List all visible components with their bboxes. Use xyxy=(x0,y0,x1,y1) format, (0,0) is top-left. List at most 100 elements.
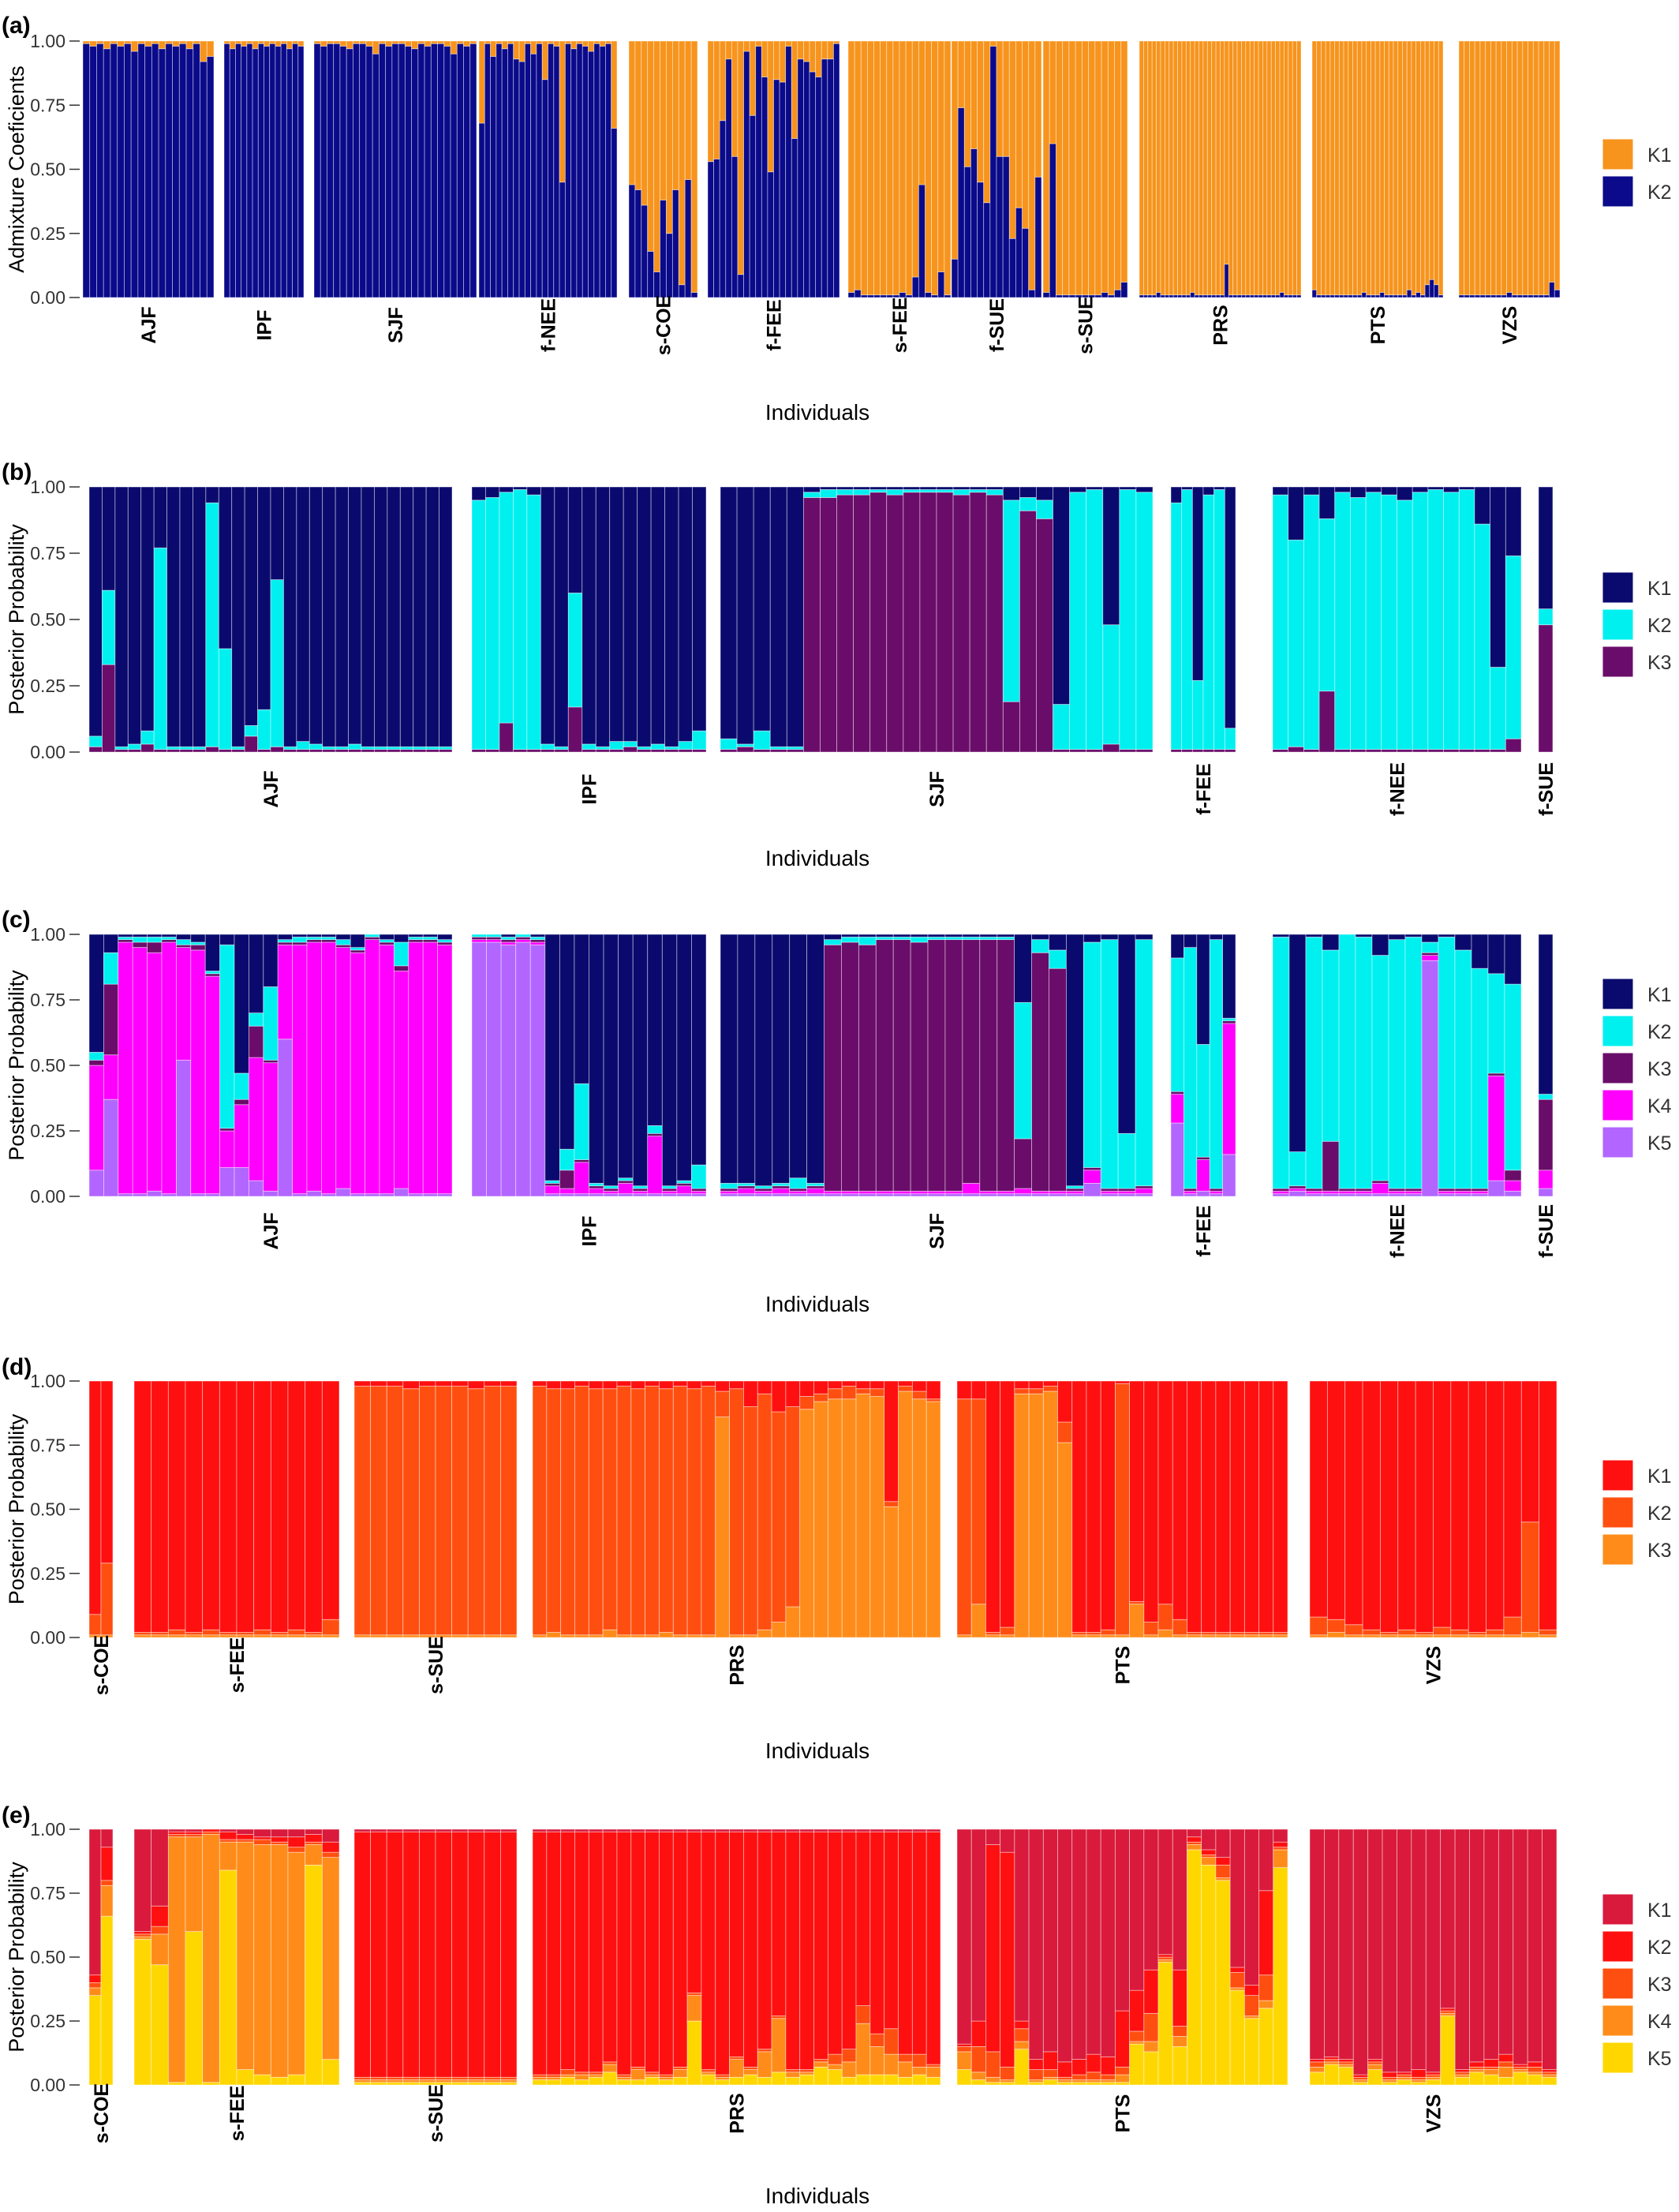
bar-segment-K3 xyxy=(309,749,323,753)
bar-segment-K1 xyxy=(853,486,871,490)
bar-segment-K2 xyxy=(926,1398,941,1402)
bar-segment-K2 xyxy=(88,735,103,747)
bar-segment-K2 xyxy=(691,1164,707,1189)
bar-segment-K2 xyxy=(1272,494,1289,750)
bar-segment-K1 xyxy=(179,486,193,747)
bar-segment-K3 xyxy=(467,1634,485,1638)
bar-segment-K3 xyxy=(348,749,362,753)
bar-segment-K4 xyxy=(701,2072,716,2075)
bar-segment-K2 xyxy=(1224,264,1229,298)
bar-segment-K4 xyxy=(306,941,322,1192)
bar-segment-K2 xyxy=(327,43,335,298)
bar-segment-K1 xyxy=(1114,1828,1131,2012)
bar-segment-K4 xyxy=(841,1190,859,1195)
bar-segment-K1 xyxy=(905,40,913,296)
bar-segment-K3 xyxy=(361,749,375,753)
bar-segment-K4 xyxy=(1184,1190,1198,1195)
bar-segment-K2 xyxy=(813,1393,828,1402)
bar-segment-K1 xyxy=(202,1380,220,1630)
bar-segment-K3 xyxy=(1483,2066,1499,2070)
bar-segment-K2 xyxy=(1516,294,1524,298)
group-s-SUE xyxy=(1042,40,1128,298)
bar-segment-K1 xyxy=(451,1380,469,1387)
bar-segment-K3 xyxy=(1433,1634,1452,1638)
bar-segment-K3 xyxy=(853,494,871,753)
bar-segment-K4 xyxy=(813,2061,828,2068)
bar-segment-K2 xyxy=(151,43,159,298)
bar-segment-K3 xyxy=(616,2074,632,2078)
bar-segment-K2 xyxy=(346,48,353,298)
bar-segment-K1 xyxy=(1352,40,1358,296)
bar-segment-K1 xyxy=(263,934,279,987)
bar-segment-K3 xyxy=(253,1634,271,1638)
bar-segment-K1 xyxy=(1157,1828,1173,1956)
bar-segment-K3 xyxy=(127,749,142,753)
bar-segment-K1 xyxy=(283,486,297,747)
bar-segment-K2 xyxy=(548,43,555,298)
bar-segment-K3 xyxy=(219,1839,237,1843)
bar-segment-K2 xyxy=(399,746,414,750)
bar-segment-K5 xyxy=(151,1964,169,2086)
bar-segment-K1 xyxy=(1002,486,1020,501)
bar-segment-K4 xyxy=(686,1995,702,2022)
bar-segment-K2 xyxy=(809,71,817,298)
bar-segment-K1 xyxy=(275,40,282,47)
bar-segment-K2 xyxy=(1243,1632,1259,1636)
bar-segment-K4 xyxy=(1397,2076,1412,2080)
bar-segment-K2 xyxy=(100,1563,114,1636)
bar-segment-K2 xyxy=(89,46,97,298)
bar-segment-K1 xyxy=(1380,1380,1399,1633)
bar-segment-K1 xyxy=(1469,40,1475,296)
bar-segment-K5 xyxy=(1100,2082,1116,2086)
bar-segment-K1 xyxy=(1068,40,1076,296)
bar-segment-K1 xyxy=(1000,1828,1015,1853)
bar-segment-K3 xyxy=(1381,749,1397,753)
bar-segment-K2 xyxy=(513,58,520,298)
bar-segment-K4 xyxy=(544,1185,560,1195)
bar-segment-K2 xyxy=(1222,1017,1236,1021)
bar-segment-K5 xyxy=(737,1193,756,1197)
bar-segment-K2 xyxy=(263,986,279,1061)
bar-segment-K1 xyxy=(393,934,409,943)
bar-segment-K1 xyxy=(785,1380,801,1407)
bar-segment-K3 xyxy=(1355,1188,1373,1192)
bar-segment-K1 xyxy=(1245,40,1251,296)
bar-segment-K3 xyxy=(515,936,531,941)
bar-segment-K3 xyxy=(595,749,611,753)
bar-segment-K3 xyxy=(1184,1188,1198,1192)
bar-segment-K4 xyxy=(1066,1190,1084,1195)
bar-segment-K3 xyxy=(1086,1634,1101,1638)
bar-segment-K2 xyxy=(253,1629,271,1636)
bar-segment-K2 xyxy=(892,294,900,298)
bar-segment-K1 xyxy=(701,1828,716,1832)
bar-segment-K1 xyxy=(437,934,453,941)
bar-segment-K1 xyxy=(1135,934,1154,941)
bar-segment-K1 xyxy=(1129,1828,1145,1991)
bar-segment-K4 xyxy=(1367,2064,1383,2070)
bar-segment-K4 xyxy=(574,2074,589,2080)
group-AJF xyxy=(88,934,453,1197)
bar-segment-K4 xyxy=(1382,2079,1397,2083)
bar-segment-K1 xyxy=(161,934,177,938)
bar-segment-K1 xyxy=(1305,934,1323,938)
bar-segment-K2 xyxy=(206,56,215,298)
bar-segment-K5 xyxy=(190,1193,206,1197)
bar-segment-K2 xyxy=(296,741,310,750)
group-AJF xyxy=(82,40,215,298)
bar-segment-K2 xyxy=(736,743,754,747)
bar-segment-K1 xyxy=(1201,1380,1217,1633)
bar-segment-K5 xyxy=(560,2076,575,2086)
bar-segment-K3 xyxy=(1100,1188,1119,1192)
bar-segment-K3 xyxy=(1213,749,1225,753)
bar-segment-K2 xyxy=(1015,207,1023,298)
bar-segment-K4 xyxy=(672,2069,688,2078)
bar-segment-K2 xyxy=(1209,939,1223,1189)
bar-segment-K3 xyxy=(927,939,946,1192)
bar-segment-K1 xyxy=(1334,486,1351,493)
bar-segment-K4 xyxy=(1404,1190,1423,1195)
bar-segment-K3 xyxy=(616,1634,632,1638)
bar-segment-K1 xyxy=(720,934,739,1184)
bar-segment-K1 xyxy=(82,40,91,44)
panel-label: (e) xyxy=(2,1802,31,1828)
bar-segment-K1 xyxy=(1088,40,1096,296)
